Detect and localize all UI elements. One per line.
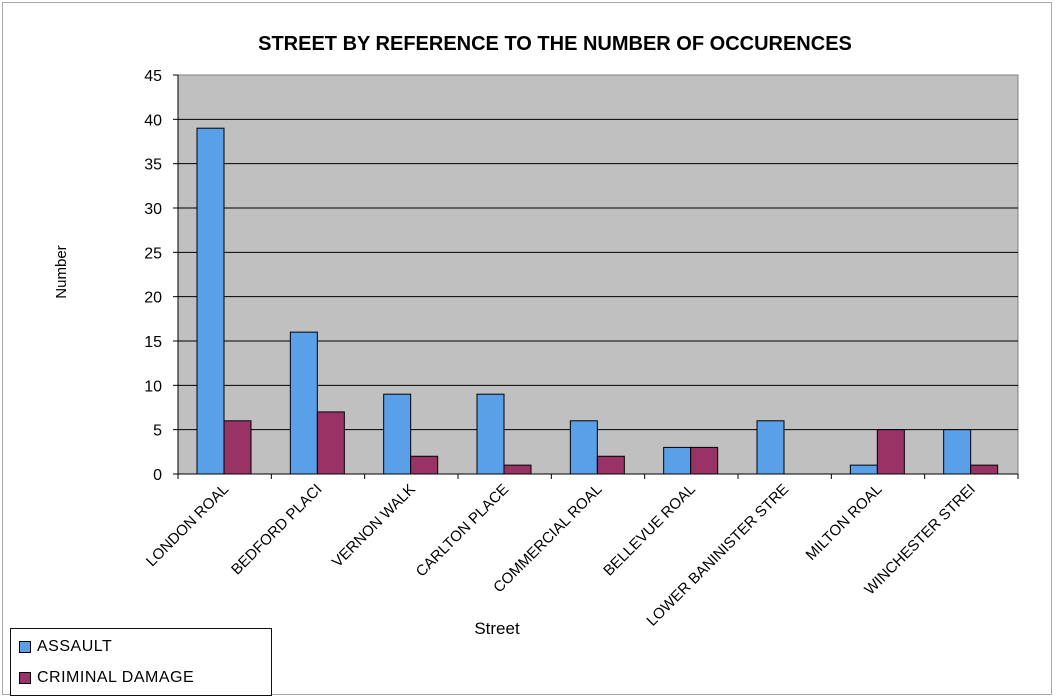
x-tick-label: CARLTON PLACE [413,481,512,580]
legend-label-assault: ASSAULT [37,638,113,655]
y-tick-label: 0 [153,467,162,484]
bar [663,446,692,475]
y-tick-label: 30 [144,201,162,218]
legend-item-criminal-damage: CRIMINAL DAMAGE [19,669,194,687]
bar [876,429,905,475]
bar [690,446,719,475]
bar [476,393,505,475]
bar [943,429,972,475]
bar [289,331,318,475]
y-tick-label: 45 [144,68,162,85]
y-tick-label: 20 [144,290,162,307]
legend-swatch-assault [19,641,31,653]
x-tick-label: VERNON WALK [329,481,419,571]
legend-item-assault: ASSAULT [19,638,112,656]
x-tick-label: BEDFORD PLACI [228,481,325,578]
bar [196,127,225,475]
y-tick-label: 15 [144,334,162,351]
bar [223,420,252,475]
y-tick-label: 10 [144,378,162,395]
bar [316,411,345,475]
bar [756,420,785,475]
x-tick-label: LONDON ROAL [143,481,232,570]
plot-area [173,74,1019,479]
y-axis-label: Number [53,245,70,298]
y-tick-label: 5 [153,423,162,440]
plot-background [177,74,1019,475]
bar [596,455,625,475]
y-axis-ticks: 0 5 10 15 20 25 30 35 40 45 [144,68,162,484]
bar [410,455,439,475]
y-tick-label: 35 [144,157,162,174]
bar [849,464,878,475]
bar [970,464,999,475]
chart-title: STREET BY REFERENCE TO THE NUMBER OF OCC… [258,33,852,55]
bar [503,464,532,475]
y-tick-label: 40 [144,112,162,129]
bar [569,420,598,475]
x-tick-label: BELLEVUE ROAL [600,481,699,580]
legend-label-criminal-damage: CRIMINAL DAMAGE [37,669,195,686]
legend-swatch-criminal-damage [19,672,31,684]
legend: ASSAULT CRIMINAL DAMAGE [10,628,272,696]
x-tick-label: COMMERCIAL ROAL [490,481,605,596]
bar [383,393,412,475]
x-axis-label: Street [474,619,520,638]
y-tick-label: 25 [144,245,162,262]
x-tick-label: MILTON ROAL [803,481,886,564]
